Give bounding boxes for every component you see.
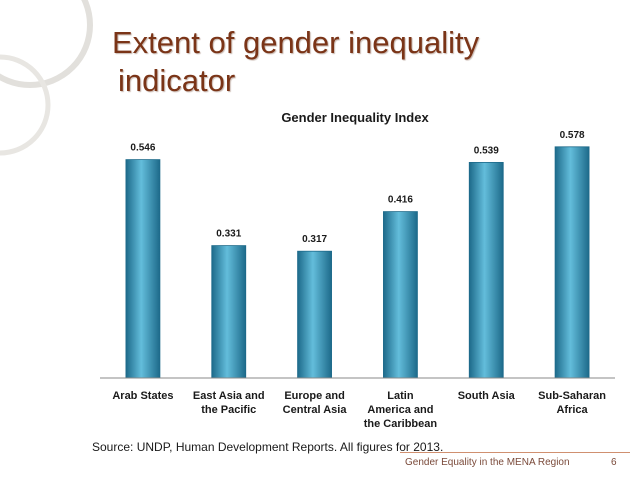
data-labels-group: 0.546 0.331 0.317 0.416 0.539 0.578 (130, 130, 585, 245)
chart-title: Gender Inequality Index (281, 110, 429, 125)
page-number: 6 (611, 457, 617, 468)
bar (211, 245, 247, 379)
category-label: Latin America and the Caribbean (364, 390, 438, 430)
category-label: Sub-Saharan Africa (538, 390, 606, 416)
category-label: Arab States (112, 390, 173, 402)
bar (125, 159, 161, 379)
bar (383, 211, 418, 379)
data-label: 0.331 (216, 229, 241, 240)
footer-text: Gender Equality in the MENA Region (405, 457, 570, 468)
slide-title-line1: Extent of gender inequality (112, 25, 480, 60)
category-labels-group: Arab States East Asia and the Pacific Europ… (112, 390, 606, 430)
data-label: 0.317 (302, 234, 327, 245)
deco-circle-top (0, 0, 93, 88)
bar (297, 250, 332, 379)
data-label: 0.578 (560, 130, 585, 141)
deco-circle-mid (0, 54, 51, 156)
data-label: 0.539 (474, 145, 499, 156)
category-label: East Asia and the Pacific (193, 390, 265, 416)
bars-group (125, 146, 590, 379)
data-label: 0.546 (130, 143, 155, 154)
slide-title: Extent of gender inequality indicator (112, 24, 532, 100)
footer-divider (400, 452, 630, 453)
bar (554, 146, 590, 379)
slide-title-line2: indicator (118, 63, 236, 98)
source-note: Source: UNDP, Human Development Reports.… (92, 440, 444, 454)
category-label: South Asia (458, 390, 516, 402)
category-label: Europe and Central Asia (283, 390, 348, 416)
bar (468, 161, 504, 379)
data-label: 0.416 (388, 195, 413, 206)
